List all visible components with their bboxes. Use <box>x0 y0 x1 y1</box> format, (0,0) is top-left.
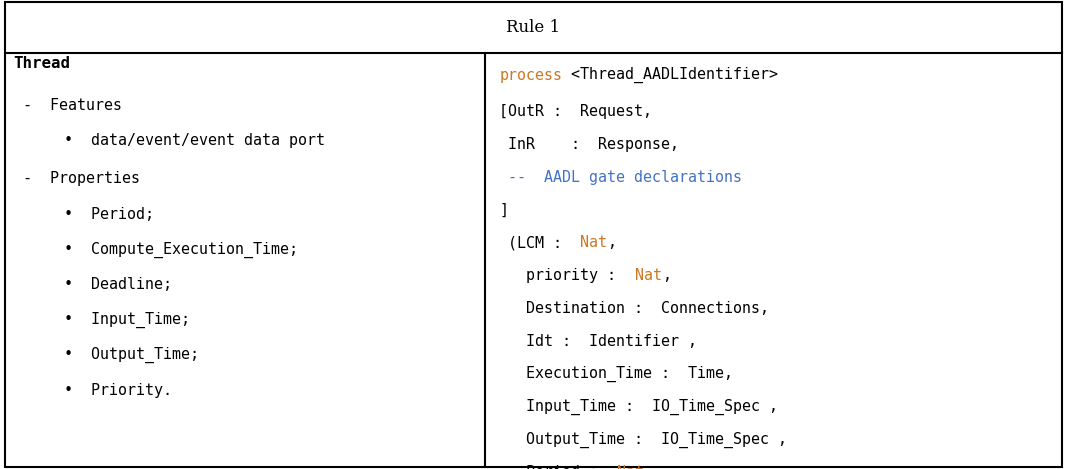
Text: process: process <box>499 68 562 83</box>
Text: Idt :  Identifier ,: Idt : Identifier , <box>499 334 698 349</box>
Text: <Thread_AADLIdentifier>: <Thread_AADLIdentifier> <box>562 67 779 83</box>
Text: --  AADL gate declarations: -- AADL gate declarations <box>499 170 743 185</box>
Text: ,: , <box>662 268 671 283</box>
Text: [OutR :  Request,: [OutR : Request, <box>499 104 652 119</box>
Text: •  Compute_Execution_Time;: • Compute_Execution_Time; <box>64 242 298 257</box>
Text: Destination :  Connections,: Destination : Connections, <box>499 301 769 316</box>
Text: ]: ] <box>499 203 508 218</box>
Text: -  Features: - Features <box>23 98 123 113</box>
Text: •  Deadline;: • Deadline; <box>64 277 172 292</box>
Text: •  Input_Time;: • Input_Time; <box>64 312 190 328</box>
Text: Nat: Nat <box>580 235 607 250</box>
Text: Thread: Thread <box>13 56 69 71</box>
Text: priority :: priority : <box>499 268 635 283</box>
Text: (LCM :: (LCM : <box>499 235 580 250</box>
Text: Nat: Nat <box>635 268 662 283</box>
Text: •  data/event/event data port: • data/event/event data port <box>64 133 325 148</box>
Text: ,: , <box>607 235 617 250</box>
Text: Input_Time :  IO_Time_Spec ,: Input_Time : IO_Time_Spec , <box>499 399 778 415</box>
Text: Period :: Period : <box>499 465 617 469</box>
Text: Output_Time :  IO_Time_Spec ,: Output_Time : IO_Time_Spec , <box>499 432 787 448</box>
Text: •  Period;: • Period; <box>64 207 154 222</box>
Text: •  Priority.: • Priority. <box>64 383 172 398</box>
Text: Nat: Nat <box>617 465 643 469</box>
Text: -  Properties: - Properties <box>23 171 141 186</box>
Text: Rule 1: Rule 1 <box>507 19 560 36</box>
Text: Execution_Time :  Time,: Execution_Time : Time, <box>499 366 733 382</box>
Text: InR    :  Response,: InR : Response, <box>499 137 680 152</box>
Text: ,: , <box>643 465 653 469</box>
Text: •  Output_Time;: • Output_Time; <box>64 347 200 363</box>
